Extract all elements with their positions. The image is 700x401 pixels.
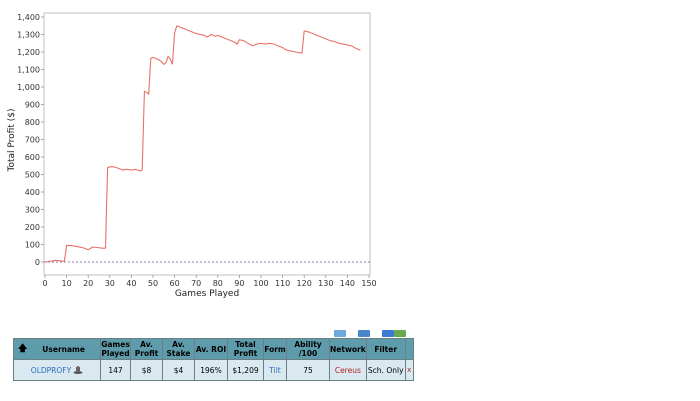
column-header-total-profit[interactable]: Total Profit bbox=[227, 338, 264, 360]
y-tick-label: 600 bbox=[25, 153, 40, 162]
edit-icon[interactable] bbox=[394, 330, 406, 337]
x-tick-label: 110 bbox=[275, 279, 290, 288]
y-tick-label: 800 bbox=[25, 118, 40, 127]
x-tick-label: 30 bbox=[105, 279, 115, 288]
x-tick-label: 150 bbox=[361, 279, 376, 288]
y-tick-label: 0 bbox=[35, 258, 40, 267]
cell-av-profit: $8 bbox=[130, 359, 163, 381]
player-stats-table: 🡅 Username Games Played Av. Profit Av. St… bbox=[13, 338, 414, 381]
y-tick-label: 300 bbox=[25, 206, 40, 215]
sort-up-icon[interactable]: 🡅 bbox=[18, 343, 28, 354]
x-axis-title: Games Played bbox=[175, 289, 239, 299]
column-header-av-roi[interactable]: Av. ROI bbox=[194, 338, 228, 360]
cell-network: Cereus bbox=[329, 359, 367, 381]
column-header-filter[interactable]: Filter bbox=[365, 338, 406, 360]
table-row[interactable]: OLDPROFY 147 $8 $4 196% $1,209 Tilt 75 C… bbox=[13, 359, 414, 381]
x-tick-label: 80 bbox=[213, 279, 223, 288]
series-line-total-profit bbox=[44, 25, 361, 263]
cell-filter: Sch. Only bbox=[365, 359, 406, 381]
player-avatar-icon bbox=[73, 365, 83, 374]
network-label: Cereus bbox=[334, 365, 361, 375]
y-tick-label: 900 bbox=[25, 101, 40, 110]
column-header-username[interactable]: 🡅 Username bbox=[13, 338, 101, 360]
x-tick-label: 60 bbox=[170, 279, 180, 288]
y-tick-label: 1,000 bbox=[17, 83, 40, 92]
column-header-ability[interactable]: Ability /100 bbox=[286, 338, 330, 360]
username-link[interactable]: OLDPROFY bbox=[30, 365, 72, 375]
cell-total-profit: $1,209 bbox=[227, 359, 264, 381]
x-tick-label: 50 bbox=[148, 279, 158, 288]
x-tick-label: 120 bbox=[297, 279, 312, 288]
profit-chart: 01002003004005006007008009001,0001,1001,… bbox=[7, 12, 377, 299]
column-header-extra bbox=[404, 338, 414, 360]
x-tick-label: 70 bbox=[191, 279, 201, 288]
y-axis: 0 100 200 300 400 500 600 700 800 900 1,000 1,100 1,… bbox=[17, 13, 44, 267]
table-header-row: 🡅 Username Games Played Av. Profit Av. St… bbox=[13, 338, 414, 360]
cell-username[interactable]: OLDPROFY bbox=[13, 359, 101, 381]
y-tick-label: 1,300 bbox=[17, 31, 40, 40]
y-tick-label: 100 bbox=[25, 241, 40, 250]
y-axis-title: Total Profit ($) bbox=[7, 109, 17, 173]
x-tick-label: 20 bbox=[83, 279, 93, 288]
x-tick-label: 40 bbox=[126, 279, 136, 288]
window-icon[interactable] bbox=[334, 330, 346, 337]
cell-form[interactable]: Tilt bbox=[263, 359, 287, 381]
column-header-av-profit[interactable]: Av. Profit bbox=[130, 338, 163, 360]
x-tick-label: 90 bbox=[234, 279, 244, 288]
y-tick-label: 700 bbox=[25, 136, 40, 145]
column-header-network[interactable]: Network bbox=[329, 338, 367, 360]
table-toolbar bbox=[334, 330, 406, 339]
column-header-games-played[interactable]: Games Played bbox=[100, 338, 131, 360]
y-tick-label: 1,200 bbox=[17, 48, 40, 57]
y-tick-label: 1,100 bbox=[17, 66, 40, 75]
y-tick-label: 400 bbox=[25, 188, 40, 197]
x-axis: 0 10 20 30 40 50 60 70 80 90 100 110 120 130 140 150 bbox=[42, 275, 377, 288]
close-icon[interactable]: x bbox=[407, 366, 412, 374]
column-header-av-stake[interactable]: Av. Stake bbox=[162, 338, 195, 360]
y-tick-label: 500 bbox=[25, 171, 40, 180]
x-tick-label: 100 bbox=[253, 279, 268, 288]
export-icon[interactable] bbox=[382, 330, 394, 337]
cell-close[interactable]: x bbox=[404, 359, 414, 381]
x-tick-label: 10 bbox=[62, 279, 72, 288]
y-tick-label: 200 bbox=[25, 223, 40, 232]
cell-av-roi: 196% bbox=[194, 359, 228, 381]
x-tick-label: 140 bbox=[340, 279, 355, 288]
y-tick-label: 1,400 bbox=[17, 13, 40, 22]
column-header-form[interactable]: Form bbox=[263, 338, 287, 360]
plot-area bbox=[43, 12, 371, 276]
cell-av-stake: $4 bbox=[162, 359, 195, 381]
cell-games-played: 147 bbox=[100, 359, 131, 381]
cell-ability: 75 bbox=[286, 359, 330, 381]
form-link[interactable]: Tilt bbox=[269, 365, 281, 375]
x-tick-label: 0 bbox=[42, 279, 47, 288]
x-tick-label: 130 bbox=[318, 279, 333, 288]
maximize-icon[interactable] bbox=[358, 330, 370, 337]
